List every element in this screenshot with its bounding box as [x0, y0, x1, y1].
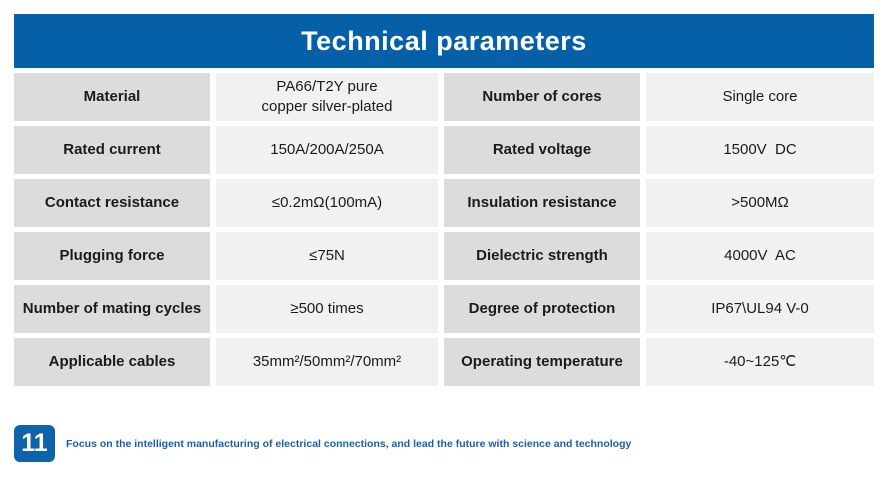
label-insulation-resistance: Insulation resistance: [444, 179, 640, 227]
value-rated-voltage: 1500V DC: [646, 126, 874, 174]
value-degree-of-protection: IP67\UL94 V-0: [646, 285, 874, 333]
value-operating-temperature: -40~125℃: [646, 338, 874, 386]
label-number-of-cores: Number of cores: [444, 73, 640, 121]
label-rated-voltage: Rated voltage: [444, 126, 640, 174]
page-title: Technical parameters: [301, 25, 587, 56]
value-number-of-cores: Single core: [646, 73, 874, 121]
value-plugging-force: ≤75N: [216, 232, 438, 280]
value-material: PA66/T2Y pure copper silver-plated: [216, 73, 438, 121]
footer-slogan: Focus on the intelligent manufacturing o…: [66, 437, 632, 450]
page-number-badge: 11: [14, 425, 55, 462]
label-operating-temperature: Operating temperature: [444, 338, 640, 386]
value-mating-cycles: ≥500 times: [216, 285, 438, 333]
label-contact-resistance: Contact resistance: [14, 179, 210, 227]
label-degree-of-protection: Degree of protection: [444, 285, 640, 333]
label-dielectric-strength: Dielectric strength: [444, 232, 640, 280]
label-applicable-cables: Applicable cables: [14, 338, 210, 386]
title-banner: Technical parameters: [14, 14, 874, 68]
value-applicable-cables: 35mm²/50mm²/70mm²: [216, 338, 438, 386]
label-rated-current: Rated current: [14, 126, 210, 174]
label-mating-cycles: Number of mating cycles: [14, 285, 210, 333]
value-dielectric-strength: 4000V AC: [646, 232, 874, 280]
value-contact-resistance: ≤0.2mΩ(100mA): [216, 179, 438, 227]
value-insulation-resistance: >500MΩ: [646, 179, 874, 227]
value-rated-current: 150A/200A/250A: [216, 126, 438, 174]
label-plugging-force: Plugging force: [14, 232, 210, 280]
label-material: Material: [14, 73, 210, 121]
footer: 11 Focus on the intelligent manufacturin…: [14, 425, 874, 462]
parameters-table: Material PA66/T2Y pure copper silver-pla…: [14, 73, 874, 386]
